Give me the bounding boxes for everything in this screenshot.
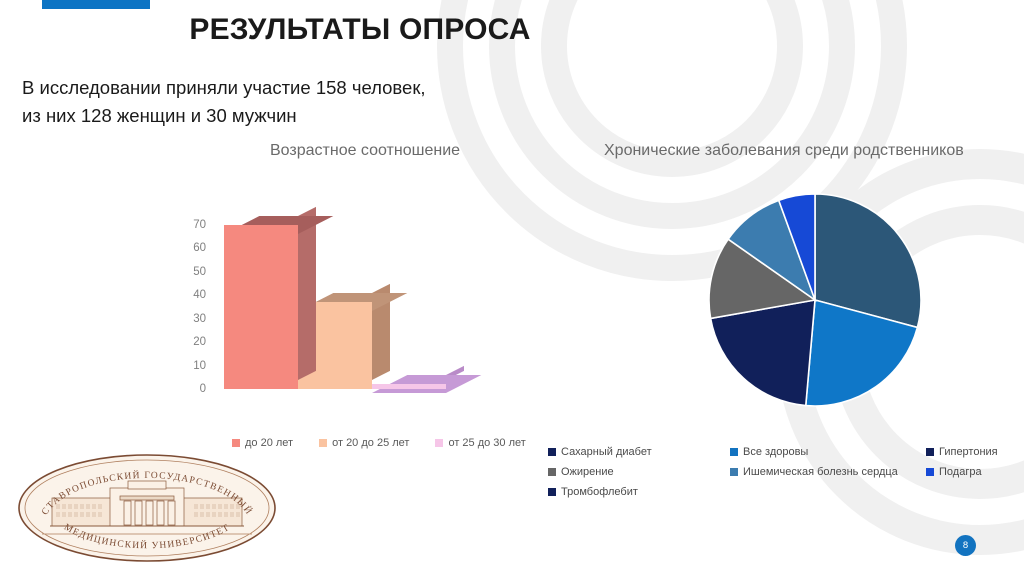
bar-chart-bar xyxy=(224,206,334,389)
subtitle-line-2: из них 128 женщин и 30 мужчин xyxy=(22,105,297,126)
page-number-badge: 8 xyxy=(955,535,976,556)
bar-legend-label: от 20 до 25 лет xyxy=(332,437,410,449)
pie-legend-label: Все здоровы xyxy=(743,446,809,458)
logo-building xyxy=(50,480,244,527)
legend-swatch-icon xyxy=(926,448,934,456)
bar-legend-item[interactable]: от 25 до 30 лет xyxy=(435,437,526,449)
legend-swatch-icon xyxy=(730,448,738,456)
pie-chart-legend: Сахарный диабет Все здоровы Гипертония Ожир… xyxy=(548,442,1024,502)
legend-swatch-icon xyxy=(435,439,444,447)
pie-legend-item[interactable]: Тромбофлебит xyxy=(548,486,730,498)
pie-legend-item[interactable]: Подагра xyxy=(926,466,1024,478)
bar-chart-y-tick: 60 xyxy=(193,242,206,255)
pie-legend-item[interactable]: Гипертония xyxy=(926,446,1024,458)
pie-legend-item[interactable]: Ишемическая болезнь сердца xyxy=(730,466,926,478)
bar-chart-title: Возрастное соотношение xyxy=(270,142,461,159)
bar-legend-item[interactable]: от 20 до 25 лет xyxy=(319,437,409,449)
bar-chart-y-tick: 30 xyxy=(193,312,206,325)
pie-slice[interactable] xyxy=(708,238,818,320)
bar-chart-legend: до 20 лет от 20 до 25 лет от 25 до 30 лет xyxy=(232,437,526,449)
top-accent-bar xyxy=(42,0,150,9)
university-logo: СТАВРОПОЛЬСКИЙ ГОСУДАРСТВЕННЫЙ МЕДИЦИНСК… xyxy=(16,452,278,564)
pie-chart-svg xyxy=(708,193,922,407)
subtitle-text: В исследовании приняли участие 158 челов… xyxy=(22,74,492,130)
pie-chart-title: Хронические заболевания среди родственни… xyxy=(604,142,964,159)
university-logo-svg: СТАВРОПОЛЬСКИЙ ГОСУДАРСТВЕННЫЙ МЕДИЦИНСК… xyxy=(18,454,276,562)
pie-legend-label: Ожирение xyxy=(561,466,614,478)
pie-slice[interactable] xyxy=(709,299,816,407)
bar-chart-bar xyxy=(372,366,482,394)
bar-chart-y-tick: 0 xyxy=(199,383,206,395)
bar-legend-label: до 20 лет xyxy=(245,437,294,449)
bar-chart: 70 60 50 40 30 20 10 0 xyxy=(160,195,540,435)
pie-legend-label: Подагра xyxy=(939,466,982,478)
bar-front-face xyxy=(224,224,298,389)
pie-legend-item[interactable]: Ожирение xyxy=(548,466,730,478)
pie-legend-label: Ишемическая болезнь сердца xyxy=(743,466,898,478)
bar-chart-y-tick: 70 xyxy=(193,218,206,231)
bar-chart-y-tick: 20 xyxy=(193,336,206,349)
pie-slice[interactable] xyxy=(804,298,919,407)
watermark-arc-1 xyxy=(541,0,803,177)
pie-chart xyxy=(707,192,923,408)
legend-swatch-icon xyxy=(548,488,556,496)
pie-slice[interactable] xyxy=(814,193,922,329)
page-title: РЕЗУЛЬТАТЫ ОПРОСА xyxy=(189,13,531,46)
bar-chart-y-axis: 70 60 50 40 30 20 10 0 xyxy=(160,195,206,407)
pie-slice[interactable] xyxy=(777,193,816,301)
legend-swatch-icon xyxy=(730,468,738,476)
pie-legend-label: Гипертония xyxy=(939,446,998,458)
legend-swatch-icon xyxy=(232,439,240,447)
legend-swatch-icon xyxy=(548,448,556,456)
logo-inner-ellipse xyxy=(24,459,270,557)
bar-legend-item[interactable]: до 20 лет xyxy=(232,437,293,449)
pie-legend-item[interactable]: Сахарный диабет xyxy=(548,446,730,458)
pie-legend-item[interactable]: Все здоровы xyxy=(730,446,926,458)
pie-legend-label: Сахарный диабет xyxy=(561,446,652,458)
legend-swatch-icon xyxy=(548,468,556,476)
bar-chart-y-tick: 50 xyxy=(193,265,206,278)
bar-chart-y-tick: 40 xyxy=(193,289,206,302)
bar-chart-plot-area xyxy=(216,195,536,407)
legend-swatch-icon xyxy=(319,439,328,447)
legend-swatch-icon xyxy=(926,468,934,476)
subtitle-line-1: В исследовании приняли участие 158 челов… xyxy=(22,77,426,98)
bar-legend-label: от 25 до 30 лет xyxy=(448,437,526,449)
pie-legend-label: Тромбофлебит xyxy=(561,486,638,498)
bar-front-face xyxy=(372,384,446,389)
bar-chart-y-tick: 10 xyxy=(193,359,206,372)
